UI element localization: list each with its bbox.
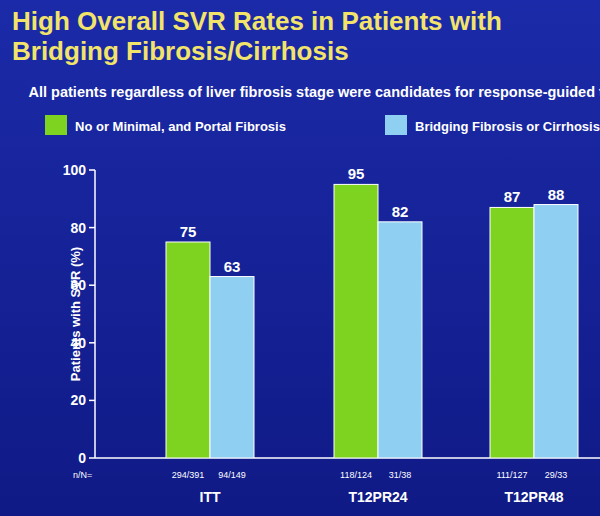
bar: [490, 207, 534, 458]
count-label: 94/149: [218, 470, 246, 480]
x-tick-label: T12PR24: [348, 489, 407, 505]
y-tick: [89, 169, 95, 171]
count-prefix: n/N=: [73, 470, 92, 480]
legend-swatch: [45, 115, 67, 135]
bar: [534, 205, 578, 458]
data-label: 87: [504, 188, 521, 205]
chart: High Overall SVR Rates in Patients withB…: [0, 0, 600, 516]
y-tick-label: 0: [78, 450, 86, 466]
data-label: 75: [180, 223, 197, 240]
legend-label: No or Minimal, and Portal Fibrosis: [75, 119, 286, 134]
data-label: 95: [348, 165, 365, 182]
count-label: 29/33: [545, 470, 568, 480]
count-label: 294/391: [172, 470, 205, 480]
x-tick-label: ITT: [200, 489, 221, 505]
y-tick: [89, 284, 95, 286]
subtitle: All patients regardless of liver fibrosi…: [29, 84, 600, 100]
x-tick-label: T12PR48: [504, 489, 563, 505]
y-tick: [89, 400, 95, 402]
bar: [334, 184, 378, 458]
y-tick: [89, 457, 95, 459]
bar: [166, 242, 210, 458]
y-tick-label: 80: [70, 220, 86, 236]
y-tick-label: 20: [70, 392, 86, 408]
title: High Overall SVR Rates in Patients withB…: [12, 6, 502, 66]
count-label: 31/38: [389, 470, 412, 480]
y-tick-label: 100: [63, 162, 87, 178]
y-axis: [94, 170, 96, 458]
data-label: 88: [548, 186, 565, 203]
y-tick: [89, 227, 95, 229]
data-label: 82: [392, 203, 409, 220]
data-label: 63: [224, 258, 241, 275]
bars: [166, 184, 578, 458]
y-axis-label: Patients with SVR (%): [68, 247, 83, 381]
legend-swatch: [385, 115, 407, 135]
legend-label: Bridging Fibrosis or Cirrhosis: [415, 119, 600, 134]
y-tick: [89, 342, 95, 344]
bar: [210, 277, 254, 458]
count-label: 118/124: [340, 470, 372, 480]
background: [0, 0, 600, 516]
bar: [378, 222, 422, 458]
count-label: 111/127: [496, 470, 527, 480]
